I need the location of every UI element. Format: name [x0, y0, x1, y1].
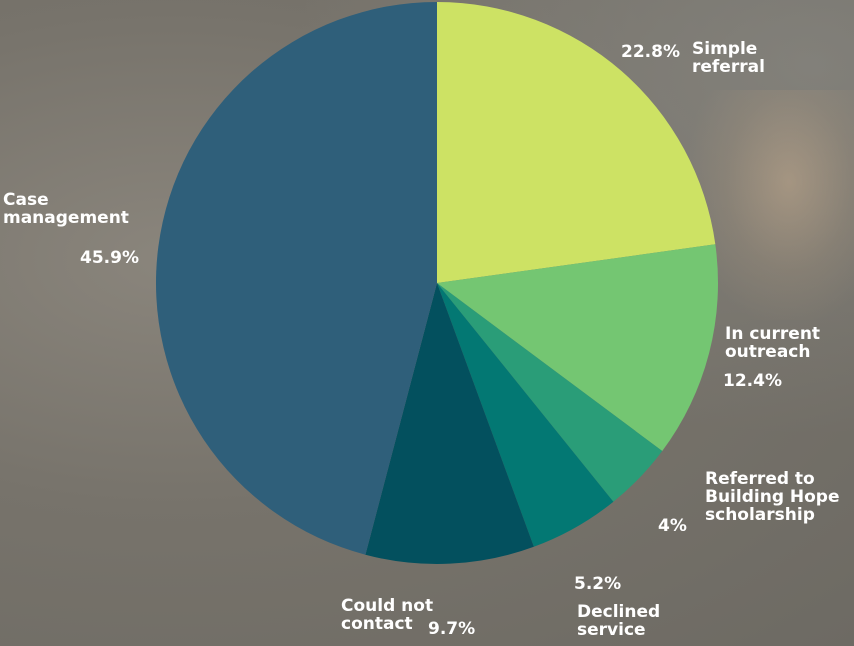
pie-slice-referred-to-building-hope-scholarship: [437, 283, 663, 502]
slice-label-could-not-contact: Could not contact: [341, 596, 434, 634]
pie-slice-declined-service: [437, 283, 614, 547]
slice-label-case-management: Case management: [3, 190, 129, 228]
slice-label-referred-to-building-hope: Referred to Building Hope scholarship: [705, 469, 840, 525]
slice-value-in-current-outreach: 12.4%: [723, 371, 782, 391]
slice-label-in-current-outreach: In current outreach: [725, 324, 821, 362]
slice-value-declined-service: 5.2%: [574, 574, 622, 594]
slice-value-simple-referral: 22.8%: [621, 42, 680, 62]
slice-value-could-not-contact: 9.7%: [428, 619, 476, 639]
slice-value-case-management: 45.9%: [80, 248, 139, 268]
pie-slice-simple-referral: [437, 2, 716, 283]
slice-label-simple-referral: Simple referral: [692, 39, 765, 77]
slice-label-declined-service: Declined service: [577, 602, 661, 640]
pie-slice-case-management: [155, 1, 437, 555]
pie-slice-in-current-outreach: [437, 244, 719, 452]
pie-slice-could-not-contact: [365, 283, 534, 564]
slice-value-referred-to-building-hope: 4%: [658, 516, 687, 536]
